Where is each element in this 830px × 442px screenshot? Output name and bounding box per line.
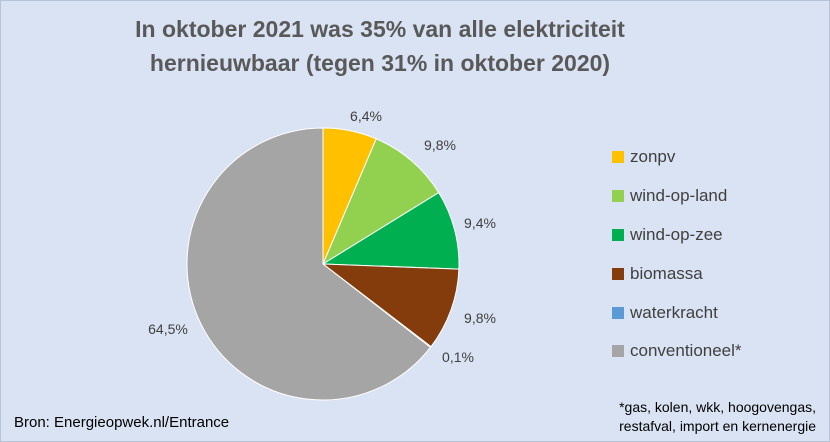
source-note: Bron: Energieopwek.nl/Entrance <box>14 414 230 431</box>
data-label-waterkracht: 0,1% <box>442 349 474 365</box>
legend-item-conventioneel: conventioneel* <box>612 332 742 371</box>
data-label-wind-op-zee: 9,4% <box>464 215 496 231</box>
legend-swatch <box>612 151 624 164</box>
footnote: *gas, kolen, wkk, hoogovengas, restafval… <box>619 398 816 436</box>
legend-swatch <box>612 190 624 203</box>
data-label-biomassa: 9,8% <box>464 310 496 326</box>
legend-label: biomassa <box>630 263 703 283</box>
legend-item-waterkracht: waterkracht <box>612 293 742 332</box>
footnote-line-2: restafval, import en kernenergie <box>619 418 816 434</box>
legend-swatch <box>612 306 624 319</box>
legend-item-wind-op-land: wind-op-land <box>612 177 742 216</box>
chart-title: In oktober 2021 was 35% van alle elektri… <box>40 12 720 80</box>
chart-title-line-1: In oktober 2021 was 35% van alle elektri… <box>135 16 625 42</box>
chart-title-line-2: hernieuwbaar (tegen 31% in oktober 2020) <box>149 50 611 76</box>
legend-item-wind-op-zee: wind-op-zee <box>612 216 742 255</box>
legend-swatch <box>612 228 624 241</box>
pie-slice-conventioneel <box>186 127 432 401</box>
data-label-zonpv: 6,4% <box>350 108 382 124</box>
pie-slice-biomassa <box>321 263 460 348</box>
legend-label: conventioneel* <box>630 341 742 361</box>
data-labels: 6,4% 9,8% 9,4% 9,8% 0,1% 64,5% <box>148 108 496 365</box>
data-label-wind-op-land: 9,8% <box>424 137 456 153</box>
legend-swatch <box>612 267 624 280</box>
footnote-line-1: *gas, kolen, wkk, hoogovengas, <box>619 399 816 415</box>
legend-label: zonpv <box>630 147 676 167</box>
legend-item-zonpv: zonpv <box>612 138 742 177</box>
legend-label: wind-op-land <box>630 186 728 206</box>
legend: zonpv wind-op-land wind-op-zee biomassa wate… <box>612 138 742 371</box>
pie-slice-wind-op-land <box>321 138 440 266</box>
legend-label: wind-op-zee <box>630 224 723 244</box>
data-label-conventioneel: 64,5% <box>148 321 188 337</box>
pie-slices <box>186 127 460 401</box>
legend-label: waterkracht <box>630 302 718 322</box>
legend-item-biomassa: biomassa <box>612 254 742 293</box>
legend-swatch <box>612 345 624 358</box>
pie-slice-wind-op-zee <box>321 191 460 270</box>
